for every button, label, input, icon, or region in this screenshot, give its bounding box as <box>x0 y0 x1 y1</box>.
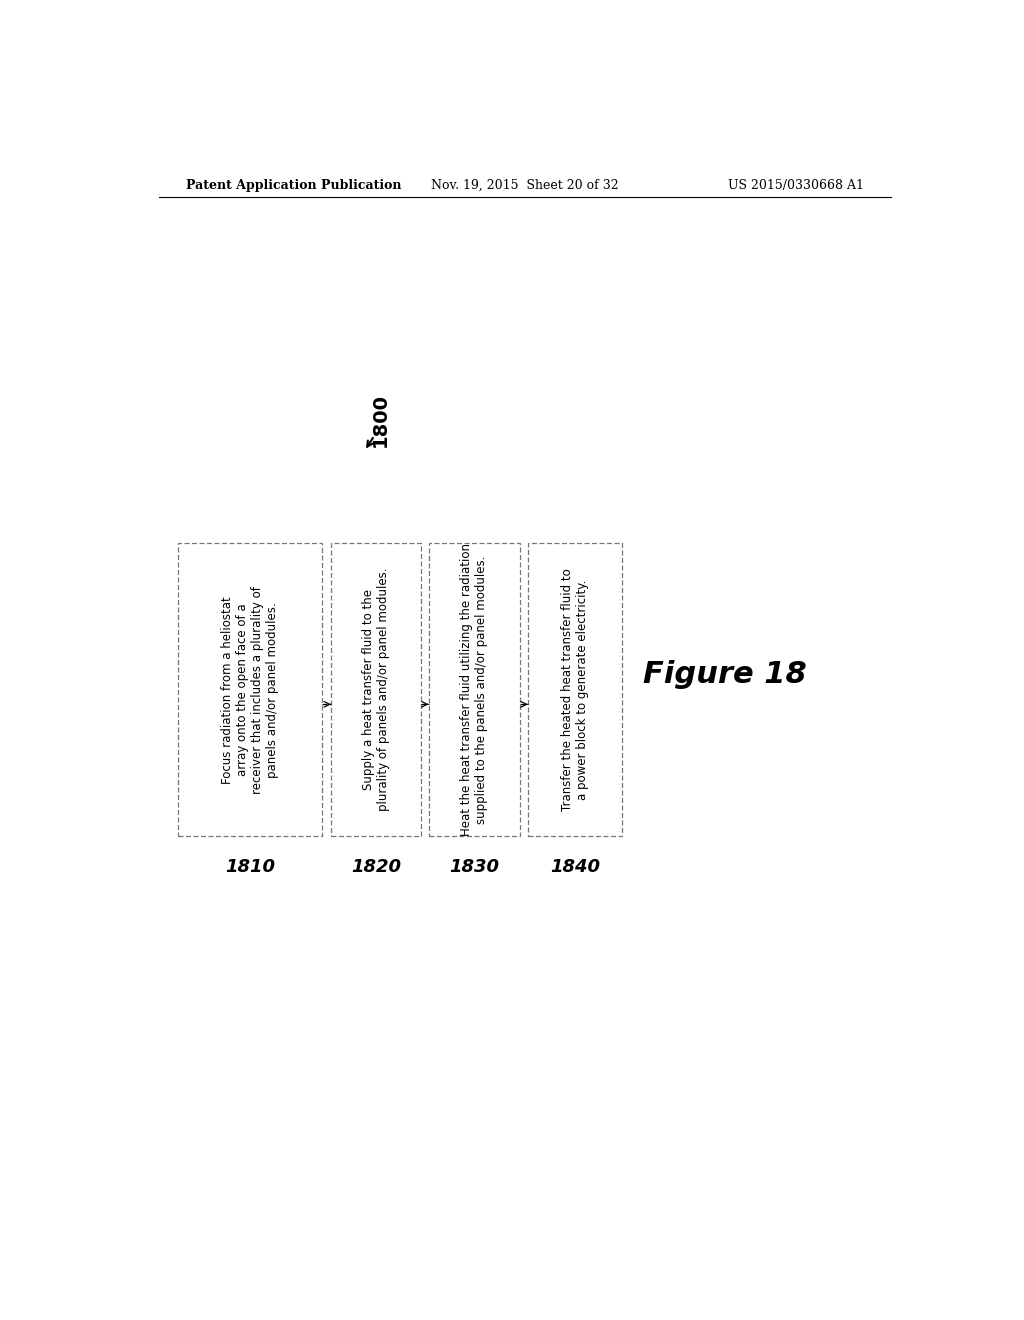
Text: Heat the heat transfer fluid utilizing the radiation
supplied to the panels and/: Heat the heat transfer fluid utilizing t… <box>461 544 488 836</box>
Text: 1840: 1840 <box>550 858 600 875</box>
Text: US 2015/0330668 A1: US 2015/0330668 A1 <box>728 178 864 191</box>
Text: Patent Application Publication: Patent Application Publication <box>186 178 401 191</box>
Text: 1810: 1810 <box>225 858 275 875</box>
Bar <box>178 544 322 836</box>
Bar <box>331 544 421 836</box>
Text: 1820: 1820 <box>351 858 401 875</box>
Text: Supply a heat transfer fluid to the
plurality of panels and/or panel modules.: Supply a heat transfer fluid to the plur… <box>362 568 390 812</box>
Text: Figure 18: Figure 18 <box>643 660 807 689</box>
Text: Nov. 19, 2015  Sheet 20 of 32: Nov. 19, 2015 Sheet 20 of 32 <box>431 178 618 191</box>
Text: Transfer the heated heat transfer fluid to
a power block to generate electricity: Transfer the heated heat transfer fluid … <box>561 569 589 810</box>
Text: Focus radiation from a heliostat
array onto the open face of a
receiver that inc: Focus radiation from a heliostat array o… <box>221 586 280 793</box>
Bar <box>429 544 520 836</box>
Text: 1830: 1830 <box>450 858 500 875</box>
Text: 1800: 1800 <box>371 393 389 447</box>
Bar <box>528 544 623 836</box>
